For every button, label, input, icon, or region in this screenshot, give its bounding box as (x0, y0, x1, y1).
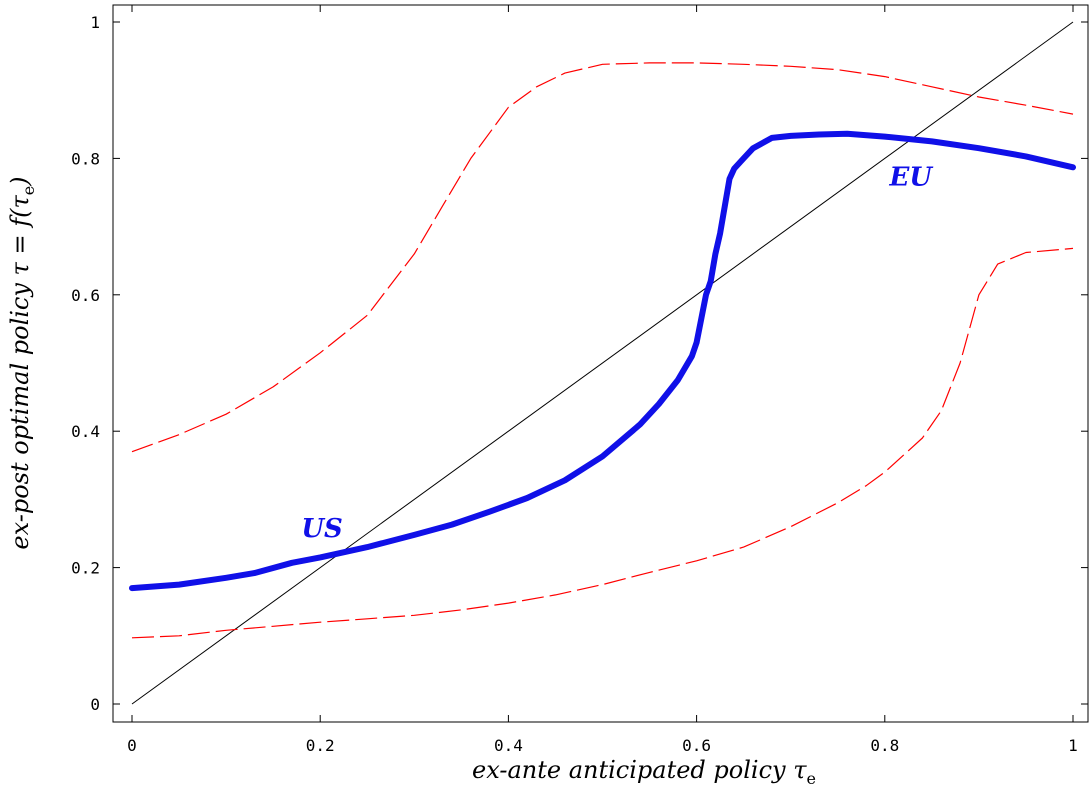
y-axis-title-subscript: e (19, 186, 38, 195)
y-axis-title: ex-post optimal policy τ = f(τe) (6, 176, 38, 549)
plot-frame (112, 4, 1089, 723)
annotation-us: US (301, 514, 342, 544)
x-tick-label: 0.2 (306, 736, 335, 755)
y-tick-label: 0.2 (71, 559, 100, 578)
x-axis-title-subscript: e (806, 769, 815, 788)
annotation-eu: EU (889, 163, 934, 193)
y-axis-title-close: ) (6, 176, 34, 186)
x-tick-label: 0.6 (682, 736, 711, 755)
series-line-diagonal (131, 21, 1074, 705)
x-tick-label: 0.8 (870, 736, 899, 755)
y-tick-label: 0.8 (71, 149, 100, 168)
x-axis-title: ex-ante anticipated policy τe (472, 756, 816, 788)
axis-ticks: 0 0.2 0.4 0.6 0.8 1 0 0.2 0.4 0.6 0.8 1 (71, 5, 1088, 755)
y-tick-label: 0.4 (71, 422, 100, 441)
y-tick-label: 0 (90, 695, 100, 714)
annotations-group: US EU (301, 163, 933, 544)
series-line-main (129, 130, 1076, 592)
y-tick-label: 0.6 (71, 286, 100, 305)
x-tick-label: 0.4 (494, 736, 523, 755)
series-line-band-2 (131, 62, 1074, 453)
series-group (129, 21, 1076, 705)
series-line-band-3 (131, 247, 1074, 639)
x-tick-label: 1 (1068, 736, 1078, 755)
x-tick-label: 0 (127, 736, 137, 755)
y-tick-label: 1 (90, 13, 100, 32)
